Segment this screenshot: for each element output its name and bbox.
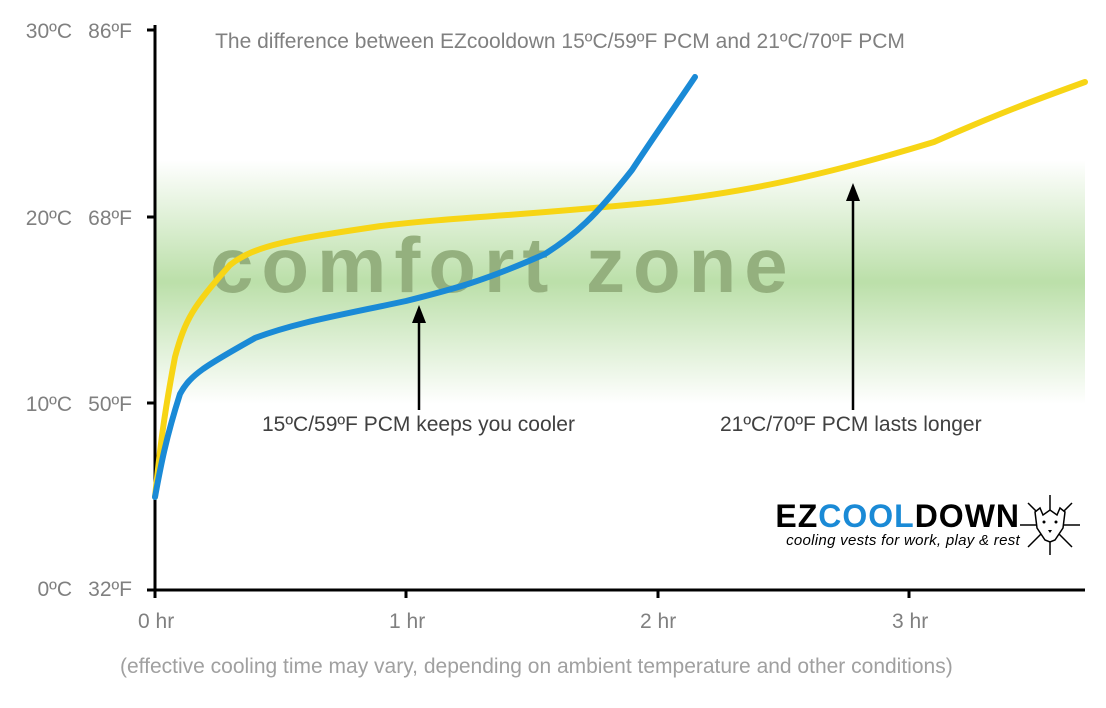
wolf-logo-icon xyxy=(1020,495,1080,555)
y-label-86f: 86ºF xyxy=(82,20,132,44)
x-label-1hr: 1 hr xyxy=(389,610,425,634)
y-label-20c: 20ºC xyxy=(20,207,72,231)
logo-part-cool: COOL xyxy=(818,498,914,534)
y-label-0c: 0ºC xyxy=(20,578,72,602)
y-label-32f: 32ºF xyxy=(82,578,132,602)
plot-area: comfort zone xyxy=(155,30,1085,590)
chart-container: The difference between EZcooldown 15ºC/5… xyxy=(20,20,1086,688)
logo-part-ez: EZ xyxy=(775,498,818,534)
y-label-10c: 10ºC xyxy=(20,393,72,417)
logo-part-down: DOWN xyxy=(915,498,1020,534)
annotation-arrow-1 xyxy=(412,305,426,410)
y-label-68f: 68ºF xyxy=(82,207,132,231)
x-label-2hr: 2 hr xyxy=(640,610,676,634)
annotation-2-text: 21ºC/70ºF PCM lasts longer xyxy=(720,413,982,437)
brand-logo: EZCOOLDOWN cooling vests for work, play … xyxy=(740,500,1020,549)
disclaimer-text: (effective cooling time may vary, depend… xyxy=(120,655,953,679)
annotation-1-text: 15ºC/59ºF PCM keeps you cooler xyxy=(262,413,575,437)
y-label-50f: 50ºF xyxy=(82,393,132,417)
annotation-arrow-2 xyxy=(846,183,860,410)
x-label-0hr: 0 hr xyxy=(138,610,174,634)
y-label-30c: 30ºC xyxy=(20,20,72,44)
logo-tagline: cooling vests for work, play & rest xyxy=(740,532,1020,549)
x-label-3hr: 3 hr xyxy=(892,610,928,634)
